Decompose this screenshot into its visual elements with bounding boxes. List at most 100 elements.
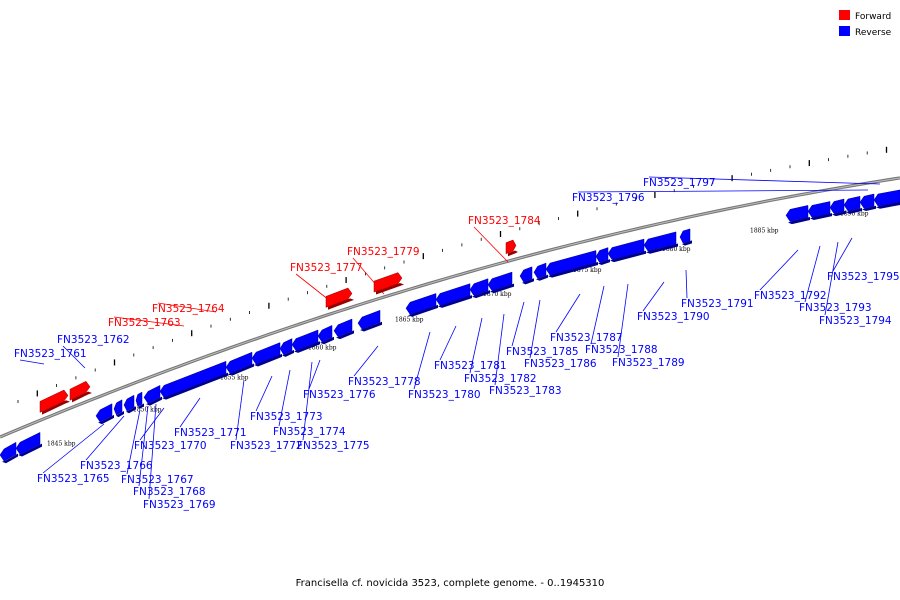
- leader-line: [804, 245, 821, 303]
- gene-fn3523-1770[interactable]: [159, 360, 227, 398]
- legend-reverse-swatch: [839, 26, 850, 36]
- gene-fn3523-1766[interactable]: [113, 399, 123, 416]
- legend-forward-swatch: [839, 10, 850, 20]
- gene-label[interactable]: FN3523_1786: [524, 358, 597, 370]
- gene-label[interactable]: FN3523_1789: [612, 357, 685, 369]
- genome-caption: Francisella cf. novicida 3523, complete …: [295, 578, 605, 589]
- leader-line: [529, 299, 541, 359]
- gene-fn3523-1778[interactable]: [357, 309, 381, 330]
- gene-features: [0, 189, 900, 464]
- gene-fn3523-1791[interactable]: [679, 228, 691, 244]
- gene-label[interactable]: FN3523_1794: [819, 315, 892, 327]
- gene-label[interactable]: FN3523_1768: [133, 486, 206, 498]
- gene-label[interactable]: FN3523_1773: [250, 411, 323, 423]
- gene-shadow: [548, 262, 598, 278]
- gene-fn3523-1777[interactable]: [325, 287, 353, 308]
- leader-line: [832, 237, 853, 272]
- backbone-highlight: [0, 177, 900, 438]
- gene-label[interactable]: FN3523_1780: [408, 389, 481, 401]
- gene-shadow: [116, 411, 124, 418]
- scale-label: 1880 kbp: [662, 246, 691, 253]
- gene-fn3523-1794[interactable]: [829, 198, 845, 214]
- gene-fn3523-1783[interactable]: [487, 271, 513, 291]
- gene-label[interactable]: FN3523_1764: [152, 303, 225, 315]
- gene-fn3523-1776[interactable]: [333, 318, 353, 338]
- gene-fn3523-1773[interactable]: [279, 338, 293, 355]
- gene-label[interactable]: FN3523_1766: [80, 460, 153, 472]
- gene-fn3523-1793[interactable]: [807, 201, 831, 218]
- gene-fn3523-1763[interactable]: [39, 389, 69, 413]
- gene-shadow: [438, 295, 472, 308]
- gene-label[interactable]: FN3523_1795: [827, 271, 900, 283]
- gene-fn3523-1765[interactable]: [95, 403, 113, 423]
- gene-fn3523-1782[interactable]: [469, 278, 489, 297]
- gene-fn3523-1797[interactable]: [873, 189, 900, 207]
- gene-fn3523-1768[interactable]: [135, 391, 143, 407]
- legend-reverse-label: Reverse: [855, 28, 892, 38]
- gene-label[interactable]: FN3523_1776: [303, 389, 376, 401]
- gene-label[interactable]: FN3523_1781: [434, 360, 507, 372]
- gene-fn3523-1792[interactable]: [785, 205, 809, 222]
- gene-fn3523-1772[interactable]: [251, 342, 281, 365]
- gene-fn3523-1761[interactable]: [0, 441, 17, 462]
- gene-shadow: [294, 341, 320, 353]
- leader-line: [439, 325, 457, 361]
- leader-line: [126, 409, 141, 475]
- gene-label[interactable]: FN3523_1765: [37, 473, 110, 485]
- gene-fn3523-1774[interactable]: [291, 329, 319, 351]
- gene-label[interactable]: FN3523_1777: [290, 262, 363, 274]
- gene-fn3523-1767[interactable]: [123, 394, 135, 412]
- gene-label[interactable]: FN3523_1769: [143, 499, 216, 511]
- gene-shadow: [682, 240, 692, 246]
- gene-label[interactable]: FN3523_1767: [121, 474, 194, 486]
- gene-label[interactable]: FN3523_1771: [174, 427, 247, 439]
- gene-shadow: [598, 259, 610, 265]
- gene-label[interactable]: FN3523_1783: [489, 385, 562, 397]
- gene-fn3523-1769[interactable]: [143, 384, 161, 404]
- gene-label[interactable]: FN3523_1791: [681, 298, 754, 310]
- gene-label[interactable]: FN3523_1784: [468, 215, 541, 227]
- gene-label[interactable]: FN3523_1774: [273, 426, 346, 438]
- gene-fn3523-1775[interactable]: [317, 325, 333, 343]
- gene-label[interactable]: FN3523_1792: [754, 290, 827, 302]
- gene-label[interactable]: FN3523_1775: [297, 440, 370, 452]
- gene-label[interactable]: FN3523_1790: [637, 311, 710, 323]
- gene-fn3523-1796[interactable]: [859, 193, 875, 209]
- scale-label: 1890 kbp: [840, 211, 869, 218]
- gene-fn3523-1784[interactable]: [505, 239, 517, 255]
- gene-fn3523-1795[interactable]: [843, 195, 861, 212]
- gene-fn3523-1786[interactable]: [533, 262, 547, 279]
- gene-label[interactable]: FN3523_1762: [57, 334, 130, 346]
- gene-label[interactable]: FN3523_1787: [550, 332, 623, 344]
- gene-label[interactable]: FN3523_1779: [347, 246, 420, 258]
- gene-label[interactable]: FN3523_1785: [506, 346, 579, 358]
- gene-label[interactable]: FN3523_1796: [572, 192, 645, 204]
- gene-shadow: [146, 396, 162, 406]
- scale-label: 1865 kbp: [395, 317, 424, 324]
- gene-fn3523-1789[interactable]: [607, 238, 645, 260]
- gene-fn3523-1764[interactable]: [69, 380, 91, 401]
- gene-fn3523-1785[interactable]: [519, 266, 533, 283]
- gene-label[interactable]: FN3523_1772: [230, 440, 303, 452]
- leader-line: [590, 285, 605, 345]
- gene-label[interactable]: FN3523_1788: [585, 344, 658, 356]
- gene-fn3523-1762[interactable]: [15, 431, 41, 455]
- gene-fn3523-1781[interactable]: [435, 283, 471, 306]
- gene-fn3523-1771[interactable]: [225, 351, 253, 374]
- gene-fn3523-1788[interactable]: [595, 247, 609, 263]
- gene-label[interactable]: FN3523_1770: [134, 440, 207, 452]
- gene-label[interactable]: FN3523_1763: [108, 317, 181, 329]
- leader-line: [577, 189, 869, 193]
- gene-label[interactable]: FN3523_1761: [14, 348, 87, 360]
- gene-fn3523-1779[interactable]: [373, 272, 403, 293]
- gene-shadow: [610, 250, 646, 263]
- gene-fn3523-1780[interactable]: [405, 293, 437, 315]
- gene-label[interactable]: FN3523_1782: [464, 373, 537, 385]
- gene-fn3523-1790[interactable]: [643, 231, 677, 252]
- gene-label[interactable]: FN3523_1793: [799, 302, 872, 314]
- leader-line: [494, 313, 505, 386]
- gene-label[interactable]: FN3523_1778: [348, 376, 421, 388]
- gene-label[interactable]: FN3523_1797: [643, 177, 716, 189]
- gene-fn3523-1787[interactable]: [545, 250, 597, 276]
